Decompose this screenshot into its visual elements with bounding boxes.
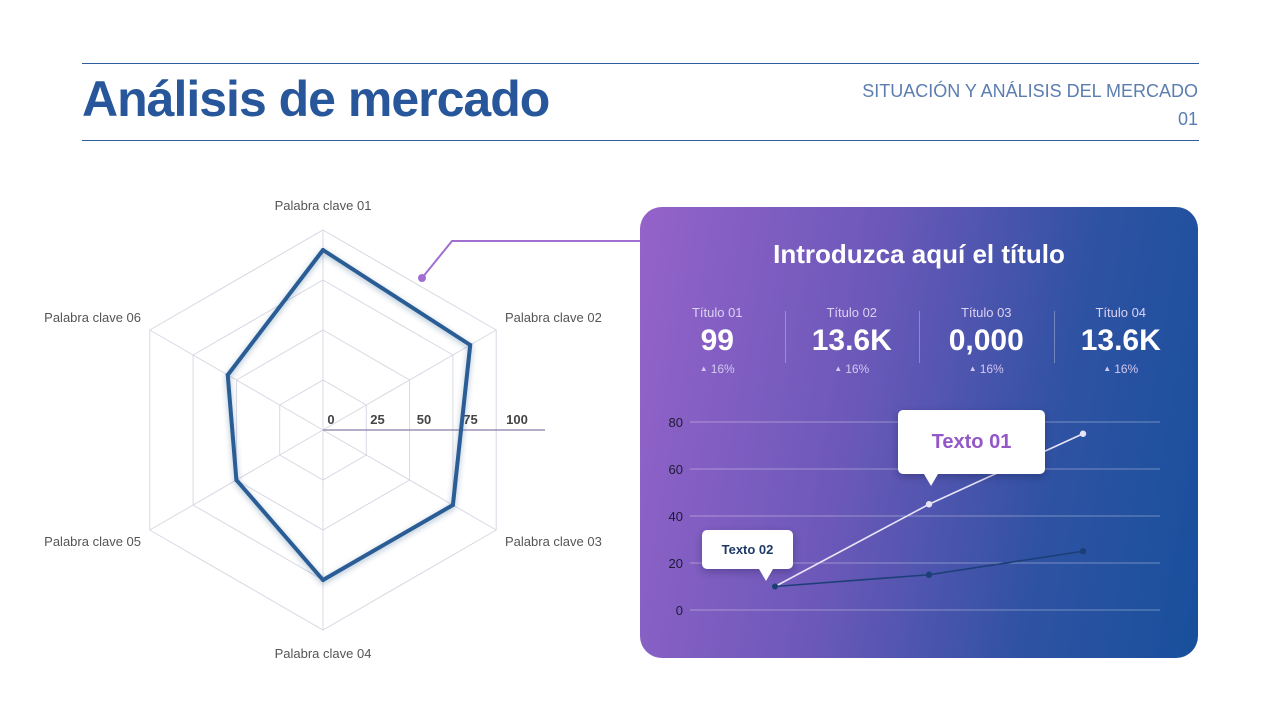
radar-data-point: [234, 478, 239, 482]
radar-category-label: Palabra clave 04: [275, 646, 372, 661]
stat-delta-value: 16%: [979, 362, 1004, 376]
stat-delta-value: 16%: [1114, 362, 1139, 376]
stat-delta: ▲ 16%: [919, 362, 1054, 376]
triangle-up-icon: ▲: [1103, 364, 1112, 373]
callout-texto-02: Texto 02: [702, 530, 793, 581]
summary-card: Introduzca aquí el título Título 01 99 ▲…: [640, 207, 1198, 658]
triangle-up-icon: ▲: [834, 364, 843, 373]
page-title: Análisis de mercado: [82, 71, 550, 127]
line-chart-y-tick: 0: [676, 603, 683, 618]
header-bottom-rule: [82, 140, 1199, 141]
radar-data-point: [468, 343, 473, 347]
radar-category-label: Palabra clave 03: [505, 534, 602, 549]
line-data-point: [925, 571, 933, 578]
radar-category-label: Palabra clave 05: [44, 534, 141, 549]
radar-category-label: Palabra clave 02: [505, 310, 602, 325]
line-data-point: [925, 501, 933, 508]
radar-category-label: Palabra clave 06: [44, 310, 141, 325]
stat-value: 0,000: [948, 324, 1024, 357]
line-data-point: [771, 583, 779, 590]
stat-item: Título 03 0,000 ▲ 16%: [919, 305, 1054, 383]
triangle-up-icon: ▲: [699, 364, 708, 373]
line-chart-y-tick: 20: [669, 556, 683, 571]
stat-delta-value: 16%: [710, 362, 735, 376]
radar-chart: 0 25 50 75 100 Palabra clave 01 Palabra clave …: [44, 198, 640, 661]
line-data-point: [1079, 548, 1087, 555]
stat-delta: ▲ 16%: [1054, 362, 1189, 376]
section-number: 01: [1177, 109, 1198, 129]
callout-connector-dot: [418, 274, 426, 282]
line-chart-y-tick: 80: [669, 415, 683, 430]
stat-label: Título 03: [960, 305, 1012, 320]
stat-label: Título 01: [691, 305, 743, 320]
radar-scale-tick: 0: [327, 412, 334, 427]
line-data-point: [1079, 430, 1087, 437]
stat-value: 99: [700, 324, 734, 357]
radar-spoke: [149, 329, 324, 431]
header-top-rule: [82, 63, 1199, 64]
radar-spoke: [322, 429, 497, 531]
radar-data-point: [321, 578, 325, 582]
line-chart-y-tick: 40: [669, 509, 683, 524]
callout-texto-01: Texto 01: [898, 410, 1045, 486]
stat-delta-value: 16%: [845, 362, 870, 376]
radar-scale-tick: 25: [370, 412, 384, 427]
section-heading: SITUACIÓN Y ANÁLISIS DEL MERCADO 01: [862, 77, 1198, 133]
radar-spoke: [322, 329, 497, 431]
radar-category-label: Palabra clave 01: [275, 198, 372, 213]
stat-label: Título 04: [1095, 305, 1147, 320]
radar-scale-tick: 50: [417, 412, 431, 427]
radar-data-point: [321, 248, 325, 252]
radar-scale-tick: 100: [506, 412, 528, 427]
stat-value: 13.6K: [1080, 324, 1161, 357]
stat-value: 13.6K: [811, 324, 892, 357]
stat-item: Título 01 99 ▲ 16%: [650, 305, 785, 383]
triangle-up-icon: ▲: [968, 364, 977, 373]
stat-item: Título 04 13.6K ▲ 16%: [1053, 305, 1189, 383]
radar-data-point: [450, 503, 455, 507]
stat-delta: ▲ 16%: [650, 362, 785, 376]
card-title: Introduzca aquí el título: [773, 239, 1065, 269]
line-series: [774, 550, 1084, 588]
line-chart-y-tick: 60: [669, 462, 683, 477]
radar-scale-tick: 75: [463, 412, 477, 427]
radar-data-point: [225, 373, 230, 377]
stats-row: Título 01 99 ▲ 16% Título 02 13.6K ▲ 16% T…: [650, 305, 1188, 383]
stat-label: Título 02: [826, 305, 878, 320]
section-title: SITUACIÓN Y ANÁLISIS DEL MERCADO: [862, 81, 1198, 101]
callout-connector-line: [421, 240, 640, 279]
stat-delta: ▲ 16%: [785, 362, 920, 376]
stat-item: Título 02 13.6K ▲ 16%: [784, 305, 920, 383]
